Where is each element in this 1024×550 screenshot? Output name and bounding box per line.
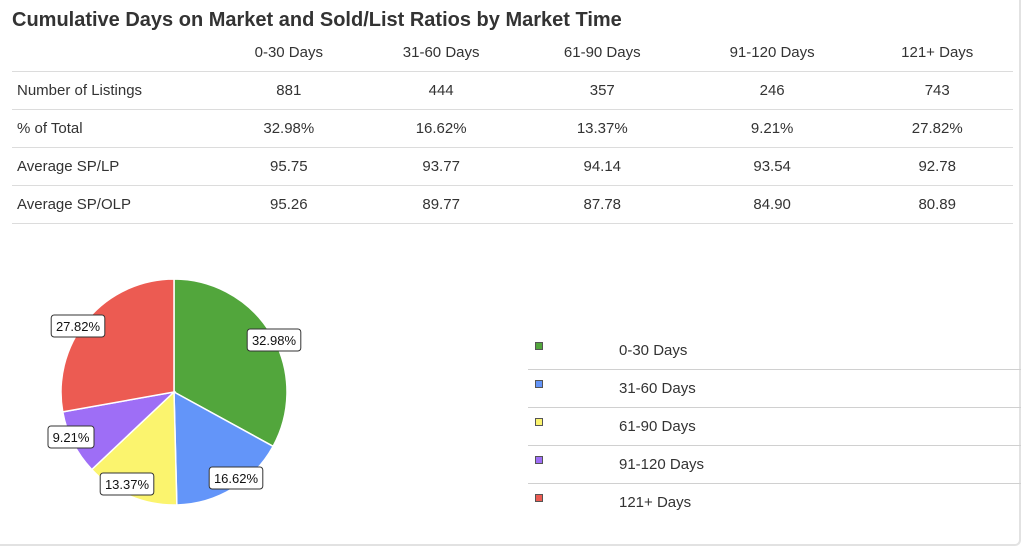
table-header-row: 0-30 Days 31-60 Days 61-90 Days 91-120 D…	[12, 34, 1013, 72]
table-cell: 27.82%	[861, 109, 1013, 148]
legend-swatch	[535, 494, 543, 502]
table-row: Number of Listings 881 444 357 246 743	[12, 71, 1013, 110]
data-label-box	[50, 314, 106, 338]
column-header: 0-30 Days	[217, 34, 361, 72]
table-corner-header	[12, 34, 217, 72]
data-label-box	[99, 472, 155, 496]
row-label: Average SP/LP	[12, 147, 217, 186]
legend-swatch	[535, 456, 543, 464]
slice-data-label: 16.62%	[208, 466, 264, 490]
table-cell: 444	[360, 71, 522, 110]
page-title: Cumulative Days on Market and Sold/List …	[12, 9, 622, 31]
legend-item[interactable]: 61-90 Days	[528, 408, 1021, 446]
table-row: Average SP/OLP 95.26 89.77 87.78 84.90 8…	[12, 185, 1013, 224]
table-cell: 32.98%	[217, 109, 361, 148]
table-row: % of Total 32.98% 16.62% 13.37% 9.21% 27…	[12, 109, 1013, 148]
legend-item[interactable]: 121+ Days	[528, 484, 1021, 521]
column-header: 91-120 Days	[682, 34, 862, 72]
chart-legend: 0-30 Days 31-60 Days 61-90 Days 91-120 D…	[528, 332, 1021, 521]
data-label-box	[47, 425, 95, 449]
table-cell: 16.62%	[360, 109, 522, 148]
legend-label: 61-90 Days	[619, 418, 696, 435]
pie-slice[interactable]	[60, 278, 175, 413]
table-cell: 87.78	[521, 185, 683, 224]
data-label-box	[246, 328, 302, 352]
table-cell: 93.54	[682, 147, 862, 186]
slice-data-label: 13.37%	[99, 472, 155, 496]
data-label-text: 32.98%	[252, 333, 297, 348]
table-cell: 92.78	[861, 147, 1013, 186]
row-label: Average SP/OLP	[12, 185, 217, 224]
table-cell: 13.37%	[521, 109, 683, 148]
data-label-text: 27.82%	[56, 319, 101, 334]
legend-item[interactable]: 0-30 Days	[528, 332, 1021, 370]
legend-label: 91-120 Days	[619, 456, 705, 473]
legend-swatch	[535, 418, 543, 426]
table-cell: 89.77	[360, 185, 522, 224]
data-label-text: 9.21%	[53, 430, 90, 445]
slice-data-label: 27.82%	[50, 314, 106, 338]
table-cell: 357	[521, 71, 683, 110]
legend-label: 0-30 Days	[619, 342, 688, 359]
row-label: % of Total	[12, 109, 217, 148]
table-cell: 94.14	[521, 147, 683, 186]
table-cell: 95.26	[217, 185, 361, 224]
slice-data-label: 9.21%	[47, 425, 95, 449]
stats-table: 0-30 Days 31-60 Days 61-90 Days 91-120 D…	[12, 34, 1013, 224]
table-cell: 84.90	[682, 185, 862, 224]
table-row: Average SP/LP 95.75 93.77 94.14 93.54 92…	[12, 147, 1013, 186]
legend-label: 121+ Days	[619, 494, 692, 511]
table-cell: 743	[861, 71, 1013, 110]
table-cell: 9.21%	[682, 109, 862, 148]
column-header: 61-90 Days	[521, 34, 683, 72]
column-header: 121+ Days	[861, 34, 1013, 72]
column-header: 31-60 Days	[360, 34, 522, 72]
table-cell: 80.89	[861, 185, 1013, 224]
legend-label: 31-60 Days	[619, 380, 696, 397]
legend-swatch	[535, 342, 543, 350]
legend-swatch	[535, 380, 543, 388]
data-label-text: 13.37%	[105, 477, 150, 492]
table-cell: 95.75	[217, 147, 361, 186]
data-label-text: 16.62%	[214, 471, 259, 486]
pie-chart: 32.98% 16.62% 13.37% 9.21% 27.82%	[47, 278, 302, 506]
table-cell: 93.77	[360, 147, 522, 186]
data-label-box	[208, 466, 264, 490]
table-cell: 881	[217, 71, 361, 110]
row-label: Number of Listings	[12, 71, 217, 110]
legend-item[interactable]: 31-60 Days	[528, 370, 1021, 408]
legend-item[interactable]: 91-120 Days	[528, 446, 1021, 484]
table-cell: 246	[682, 71, 862, 110]
slice-data-label: 32.98%	[246, 328, 302, 352]
